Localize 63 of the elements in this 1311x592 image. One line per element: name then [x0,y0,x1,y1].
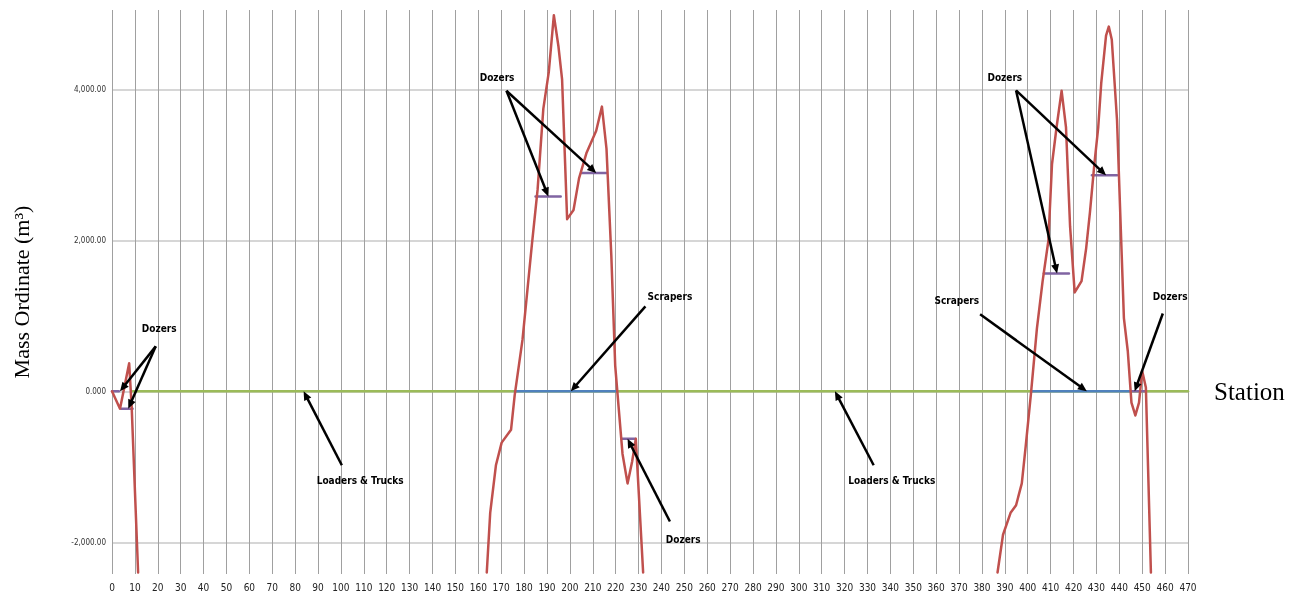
x-tick-label: 60 [243,581,256,592]
annotation: Dozers [479,71,515,83]
annotation: Dozers [665,533,701,545]
x-tick-label: 40 [197,581,210,592]
x-tick-label: 430 [1087,581,1106,592]
x-tick-label: 410 [1042,581,1060,592]
annotation: Dozers [1152,290,1188,302]
x-tick-label: 440 [1110,581,1129,592]
x-tick-label: 270 [721,581,739,592]
y-tick-label: -2,000.00 [71,537,107,547]
x-tick-label: 460 [1156,581,1174,592]
y-tick-label: 0.000 [85,386,107,396]
annotation: Dozers [141,322,177,334]
x-tick-label: 20 [152,581,164,592]
x-tick-label: 50 [220,581,233,592]
x-tick-label: 180 [515,581,533,592]
x-tick-label: 320 [836,581,854,592]
y-tick-label: 2,000.00 [73,235,107,245]
x-tick-label: 30 [174,581,187,592]
x-tick-label: 350 [904,581,923,592]
x-tick-label: 130 [401,581,419,592]
y-axis-title: Mass Ordinate (m³) [8,205,34,379]
annotation: Scrapers [647,290,693,302]
annotation: Loaders & Trucks [848,475,936,487]
x-tick-label: 340 [881,581,900,592]
annotation: Scrapers [934,295,980,307]
x-tick-label: 470 [1179,581,1197,592]
x-tick-label: 330 [858,581,877,592]
x-tick-label: 360 [927,581,946,592]
x-tick-label: 250 [675,581,694,592]
x-tick-label: 210 [584,581,602,592]
x-tick-label: 370 [950,581,968,592]
annotation: Dozers [987,71,1023,83]
x-tick-label: 160 [469,581,488,592]
x-tick-label: 170 [492,581,511,592]
x-axis-title: Station [1214,377,1286,405]
x-tick-label: 290 [767,581,785,592]
x-tick-label: 390 [996,581,1014,592]
x-tick-label: 90 [312,581,325,592]
x-tick-label: 120 [378,581,396,592]
x-tick-label: 220 [607,581,625,592]
x-tick-label: 150 [446,581,465,592]
x-tick-label: 100 [332,581,350,592]
x-tick-label: 0 [109,581,116,592]
x-tick-label: 450 [1133,581,1152,592]
x-tick-label: 80 [289,581,302,592]
x-tick-label: 110 [355,581,373,592]
x-tick-label: 420 [1064,581,1083,592]
x-tick-label: 140 [423,581,442,592]
x-tick-label: 310 [813,581,831,592]
x-tick-label: 70 [266,581,279,592]
x-tick-label: 300 [790,581,808,592]
x-tick-label: 280 [744,581,762,592]
x-tick-label: 260 [698,581,717,592]
x-tick-label: 240 [652,581,671,592]
x-tick-label: 10 [129,581,141,592]
x-tick-label: 400 [1019,581,1037,592]
annotation: Loaders & Trucks [316,475,404,487]
x-tick-label: 190 [538,581,556,592]
x-tick-label: 200 [561,581,579,592]
x-tick-label: 230 [629,581,648,592]
y-tick-label: 4,000.00 [73,84,107,94]
x-tick-label: 380 [973,581,991,592]
